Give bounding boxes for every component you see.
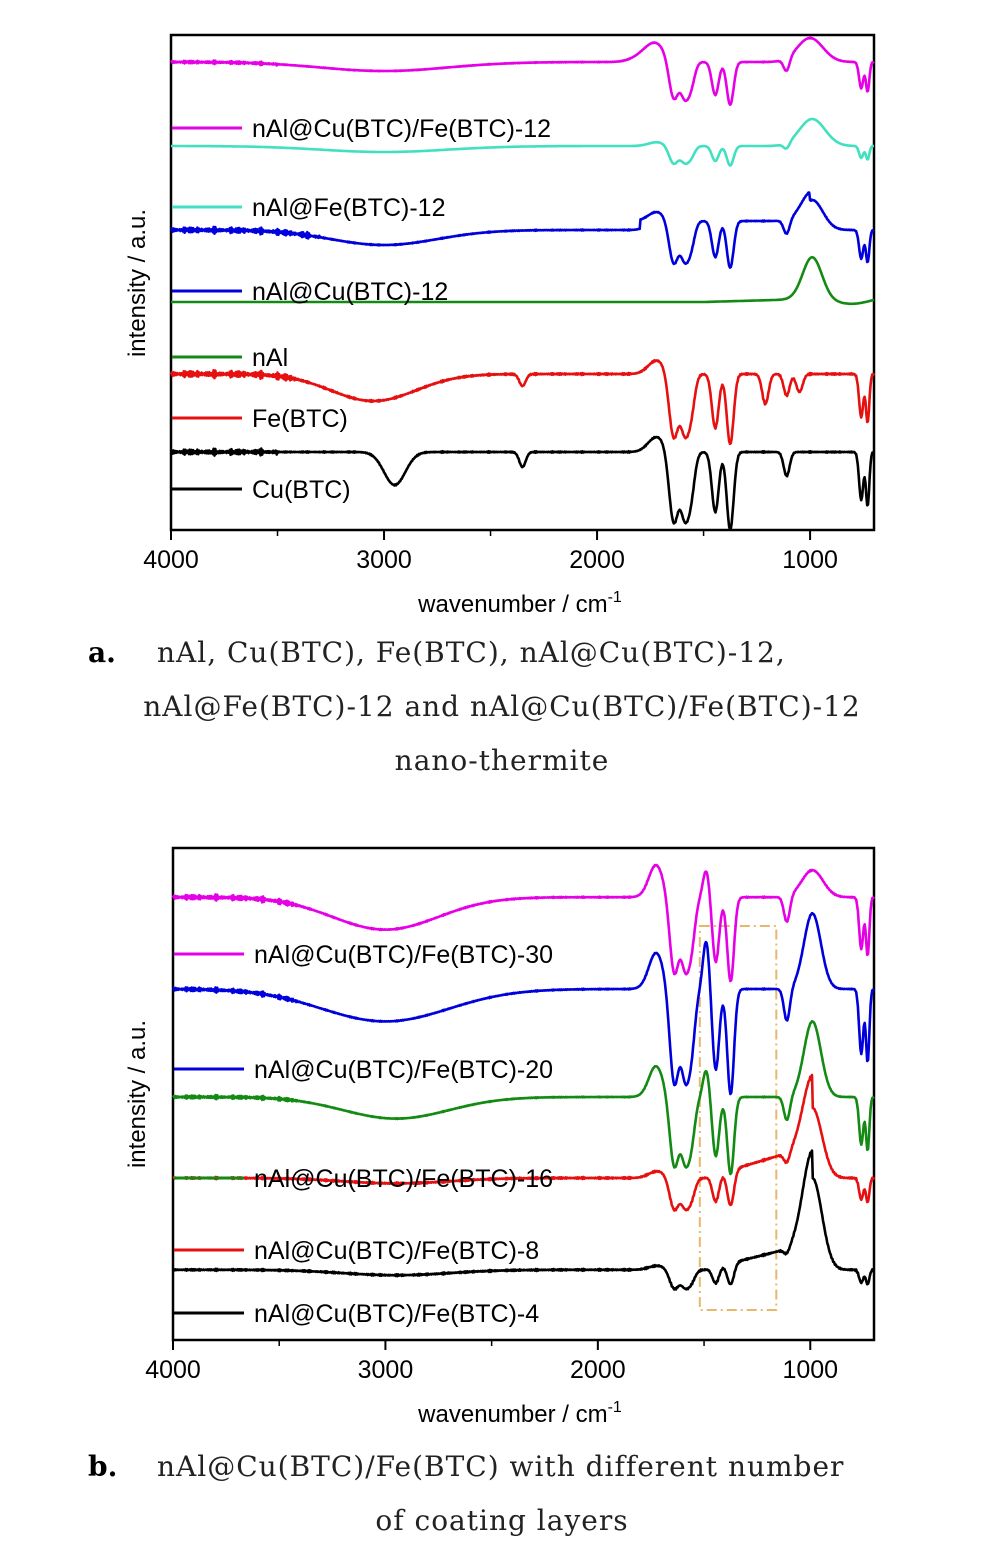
caption-b-line-1: nAl@Cu(BTC)/Fe(BTC) with different numbe… (157, 1450, 844, 1483)
plot-frame-b (171, 846, 876, 1342)
x-tick-label: 1000 (782, 546, 838, 574)
highlight-box-b (698, 925, 778, 1311)
x-tick-label: 4000 (145, 1356, 201, 1384)
legend-label-5: Cu(BTC) (252, 476, 351, 504)
legend-label-3: nAl@Cu(BTC)/Fe(BTC)-8 (254, 1237, 539, 1265)
plot-frame-a (169, 33, 876, 532)
caption-b-line-2: of coating layers (375, 1504, 628, 1537)
series-line-2 (171, 1020, 875, 1176)
series-line-2 (169, 191, 875, 269)
legend-label-2: nAl@Cu(BTC)/Fe(BTC)-16 (254, 1165, 553, 1193)
legend-label-3: nAl (252, 344, 288, 372)
series-line-1 (170, 117, 875, 167)
legend-a: nAl@Cu(BTC)/Fe(BTC)-12 nAl@Fe(BTC)-12 nAl@… (172, 115, 551, 504)
x-tick-label: 2000 (569, 546, 625, 574)
caption-b-marker: b. (88, 1450, 117, 1483)
series-line-5 (169, 435, 876, 531)
caption-a-line-2: nAl@Fe(BTC)-12 and nAl@Cu(BTC)/Fe(BTC)-1… (143, 690, 860, 723)
legend-label-0: nAl@Cu(BTC)/Fe(BTC)-30 (254, 941, 553, 969)
x-tick-label: 3000 (358, 1356, 414, 1384)
series-line-3 (170, 256, 875, 306)
series-layer-a (169, 36, 876, 531)
chart-panel-b: 4000 3000 2000 1000 nAl@Cu(BTC)/Fe(BTC)-30n… (124, 846, 876, 1428)
series-line-4 (169, 359, 876, 446)
x-axis-label-a: wavenumber / cm-1 (417, 589, 622, 618)
legend-label-1: nAl@Cu(BTC)/Fe(BTC)-20 (254, 1056, 553, 1084)
caption-a-marker: a. (88, 636, 116, 669)
x-ticks-a: 4000 3000 2000 1000 (143, 530, 838, 574)
caption-a-line-3: nano-thermite (395, 744, 610, 777)
series-line-1 (171, 911, 876, 1096)
x-axis-label-b: wavenumber / cm-1 (417, 1399, 622, 1428)
y-axis-label-a: intensity / a.u. (124, 209, 151, 357)
x-tick-label: 1000 (782, 1356, 838, 1384)
series-line-3 (172, 1073, 876, 1212)
x-tick-label: 4000 (143, 546, 199, 574)
series-line-4 (172, 1149, 876, 1291)
legend-label-4: Fe(BTC) (252, 405, 348, 433)
legend-label-0: nAl@Cu(BTC)/Fe(BTC)-12 (252, 115, 551, 143)
series-line-0 (170, 36, 875, 106)
series-layer-b (171, 863, 876, 1291)
x-tick-label: 3000 (356, 546, 412, 574)
caption-a-line-1: nAl, Cu(BTC), Fe(BTC), nAl@Cu(BTC)-12, (157, 636, 786, 669)
legend-label-4: nAl@Cu(BTC)/Fe(BTC)-4 (254, 1300, 539, 1328)
x-tick-label: 2000 (570, 1356, 626, 1384)
series-line-0 (171, 863, 876, 983)
legend-b: nAl@Cu(BTC)/Fe(BTC)-30 nAl@Cu(BTC)/Fe(BTC… (174, 941, 553, 1328)
legend-label-1: nAl@Fe(BTC)-12 (252, 194, 445, 222)
x-ticks-b: 4000 3000 2000 1000 (145, 1340, 838, 1384)
legend-label-2: nAl@Cu(BTC)-12 (252, 278, 448, 306)
caption-a: a. nAl, Cu(BTC), Fe(BTC), nAl@Cu(BTC)-12… (88, 636, 860, 777)
chart-panel-a: 4000 3000 2000 1000 nAl@Cu(BTC)/Fe(BTC)-12n… (124, 33, 876, 618)
y-axis-label-b: intensity / a.u. (124, 1020, 151, 1168)
caption-b: b. nAl@Cu(BTC)/Fe(BTC) with different nu… (88, 1450, 844, 1537)
